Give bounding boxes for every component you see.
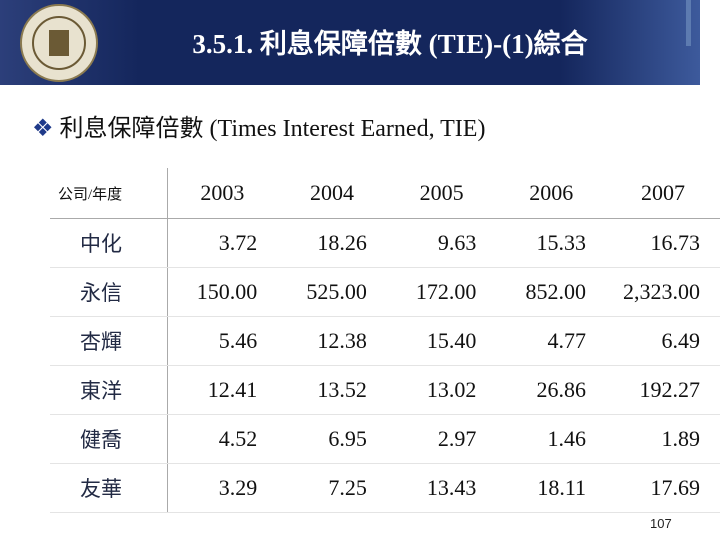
value-cell: 12.41	[167, 365, 278, 415]
bullet: ❖ 利息保障倍數 (Times Interest Earned, TIE)	[32, 116, 486, 142]
value-cell: 13.02	[386, 365, 497, 415]
table-row: 永信 150.00 525.00 172.00 852.00 2,323.00	[50, 267, 720, 317]
page-number: 107	[650, 516, 672, 531]
logo	[20, 4, 98, 82]
header-cell: 公司/年度	[50, 168, 168, 219]
value-cell: 18.26	[277, 218, 387, 268]
banner	[0, 0, 700, 85]
table-row: 友華 3.29 7.25 13.43 18.11 17.69	[50, 463, 720, 513]
value-cell: 13.43	[386, 463, 497, 513]
table-row: 中化 3.72 18.26 9.63 15.33 16.73	[50, 218, 720, 268]
header-row: 公司/年度 2003 2004 2005 2006 2007	[50, 168, 720, 219]
value-cell: 18.11	[496, 463, 607, 513]
value-cell: 172.00	[386, 267, 497, 317]
company-cell: 友華	[50, 463, 168, 513]
value-cell: 1.46	[496, 414, 607, 464]
value-cell: 192.27	[606, 365, 720, 415]
value-cell: 4.52	[167, 414, 278, 464]
company-cell: 健喬	[50, 414, 168, 464]
value-cell: 3.29	[167, 463, 278, 513]
value-cell: 150.00	[167, 267, 278, 317]
header-cell: 2003	[167, 168, 278, 219]
value-cell: 1.89	[606, 414, 720, 464]
value-cell: 9.63	[386, 218, 497, 268]
value-cell: 16.73	[606, 218, 720, 268]
value-cell: 6.95	[277, 414, 387, 464]
title: 3.5.1. 利息保障倍數 (TIE)-(1)綜合	[192, 29, 588, 59]
header-cell: 2007	[606, 168, 720, 219]
value-cell: 26.86	[496, 365, 607, 415]
company-cell: 杏輝	[50, 316, 168, 366]
value-cell: 12.38	[277, 316, 387, 366]
value-cell: 7.25	[277, 463, 387, 513]
bullet-text: 利息保障倍數 (Times Interest Earned, TIE)	[59, 116, 486, 142]
value-cell: 17.69	[606, 463, 720, 513]
table-row: 健喬 4.52 6.95 2.97 1.46 1.89	[50, 414, 720, 464]
data-table: 公司/年度 2003 2004 2005 2006 2007 中化 3.72 18.26 9.63…	[50, 168, 720, 513]
accent-line	[686, 0, 691, 46]
value-cell: 5.46	[167, 316, 278, 366]
company-cell: 永信	[50, 267, 168, 317]
table-row: 杏輝 5.46 12.38 15.40 4.77 6.49	[50, 316, 720, 366]
company-cell: 東洋	[50, 365, 168, 415]
value-cell: 2.97	[386, 414, 497, 464]
header-cell: 2004	[277, 168, 387, 219]
value-cell: 15.40	[386, 316, 497, 366]
value-cell: 2,323.00	[606, 267, 720, 317]
value-cell: 3.72	[167, 218, 278, 268]
header-cell: 2005	[386, 168, 497, 219]
value-cell: 6.49	[606, 316, 720, 366]
header-cell: 2006	[496, 168, 607, 219]
value-cell: 852.00	[496, 267, 607, 317]
value-cell: 13.52	[277, 365, 387, 415]
value-cell: 525.00	[277, 267, 387, 317]
value-cell: 4.77	[496, 316, 607, 366]
table-row: 東洋 12.41 13.52 13.02 26.86 192.27	[50, 365, 720, 415]
value-cell: 15.33	[496, 218, 607, 268]
company-cell: 中化	[50, 218, 168, 268]
